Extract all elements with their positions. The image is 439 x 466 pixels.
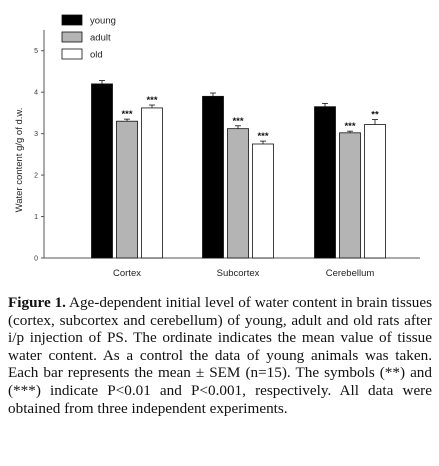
legend-label: adult xyxy=(90,33,111,44)
significance-label: ** xyxy=(371,110,379,121)
bar xyxy=(116,120,138,259)
bar xyxy=(364,124,386,259)
category-label: Cerebellum xyxy=(326,268,375,279)
significance-label: *** xyxy=(344,121,355,132)
significance-label: *** xyxy=(232,116,243,127)
y-tick-label: 2 xyxy=(34,173,38,180)
significance-label: *** xyxy=(257,131,268,142)
category-label: Cortex xyxy=(113,268,141,279)
significance-label: *** xyxy=(146,95,157,106)
legend-swatch xyxy=(61,14,83,26)
bar-chart: Water content g/g of d.w. 0 1 2 3 4 5 *** *** Co… xyxy=(14,14,420,279)
caption-label: Figure 1. xyxy=(8,294,66,311)
legend-swatch xyxy=(61,31,83,43)
bar xyxy=(227,128,249,259)
y-tick-label: 1 xyxy=(34,214,38,221)
category-label: Subcortex xyxy=(217,268,260,279)
bar xyxy=(202,95,224,259)
y-tick-label: 3 xyxy=(34,131,38,138)
significance-label: *** xyxy=(121,109,132,120)
bar xyxy=(252,143,274,259)
bar xyxy=(314,106,336,259)
bar xyxy=(339,132,361,259)
y-tick-label: 4 xyxy=(34,90,38,97)
legend-label: old xyxy=(90,50,103,61)
y-tick-label: 0 xyxy=(34,256,38,263)
y-tick-label: 5 xyxy=(34,48,38,55)
bar xyxy=(91,83,113,259)
caption-text: Age-dependent initial level of water con… xyxy=(8,294,433,417)
legend-label: young xyxy=(90,16,116,27)
legend-swatch xyxy=(61,48,83,60)
figure-caption: Figure 1. Age-dependent initial level of… xyxy=(8,294,432,417)
y-axis-label: Water content g/g of d.w. xyxy=(14,108,25,213)
chart-panel: Water content g/g of d.w. 0 1 2 3 4 5 *** *** Co… xyxy=(14,14,420,279)
bar xyxy=(141,107,163,259)
